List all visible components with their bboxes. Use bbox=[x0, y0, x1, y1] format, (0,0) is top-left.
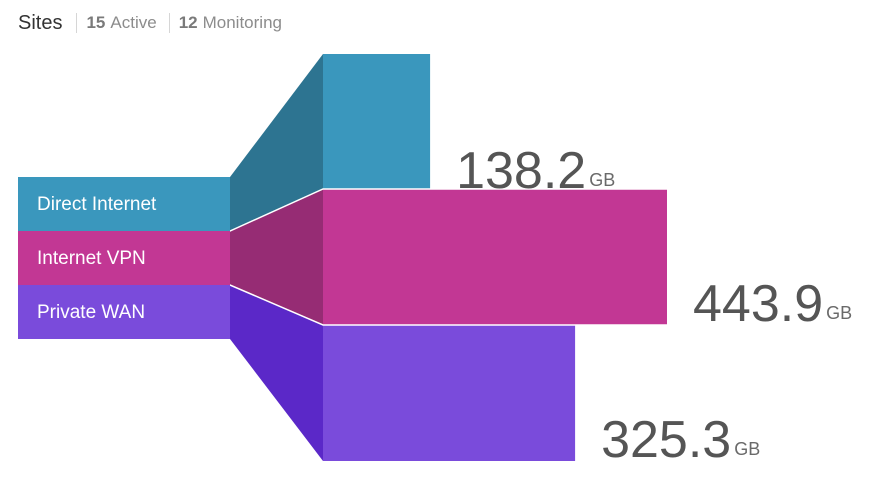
value-label-private-wan: 325.3 bbox=[601, 411, 731, 469]
active-count: 15 bbox=[86, 13, 106, 32]
connector-private-wan bbox=[230, 285, 323, 461]
monitoring-label: Monitoring bbox=[202, 13, 282, 32]
active-stat[interactable]: 15 Active bbox=[86, 13, 156, 33]
monitoring-stat[interactable]: 12 Monitoring bbox=[179, 13, 282, 33]
chip-label-internet-vpn: Internet VPN bbox=[37, 248, 146, 269]
header-divider bbox=[168, 13, 170, 33]
chip-private-wan[interactable] bbox=[18, 285, 230, 339]
chip-internet-vpn[interactable] bbox=[18, 231, 230, 285]
bar-direct-internet[interactable] bbox=[323, 54, 431, 190]
value-unit-private-wan: GB bbox=[734, 439, 760, 459]
monitoring-count: 12 bbox=[178, 13, 198, 32]
value-unit-direct-internet: GB bbox=[589, 170, 615, 190]
header-divider bbox=[76, 13, 78, 33]
connector-internet-vpn bbox=[230, 189, 323, 325]
connector-direct-internet bbox=[230, 54, 323, 231]
value-label-internet-vpn: 443.9 bbox=[693, 275, 823, 333]
bar-private-wan[interactable] bbox=[323, 325, 576, 461]
sites-title: Sites bbox=[18, 11, 63, 34]
active-label: Active bbox=[110, 13, 157, 32]
header: Sites 15 Active 12 Monitoring bbox=[18, 10, 282, 36]
chip-label-direct-internet: Direct Internet bbox=[37, 194, 157, 215]
bar-internet-vpn[interactable] bbox=[323, 189, 667, 325]
chip-direct-internet[interactable] bbox=[18, 177, 230, 231]
value-unit-internet-vpn: GB bbox=[826, 303, 852, 323]
value-label-direct-internet: 138.2 bbox=[456, 142, 586, 200]
chip-label-private-wan: Private WAN bbox=[37, 302, 145, 323]
